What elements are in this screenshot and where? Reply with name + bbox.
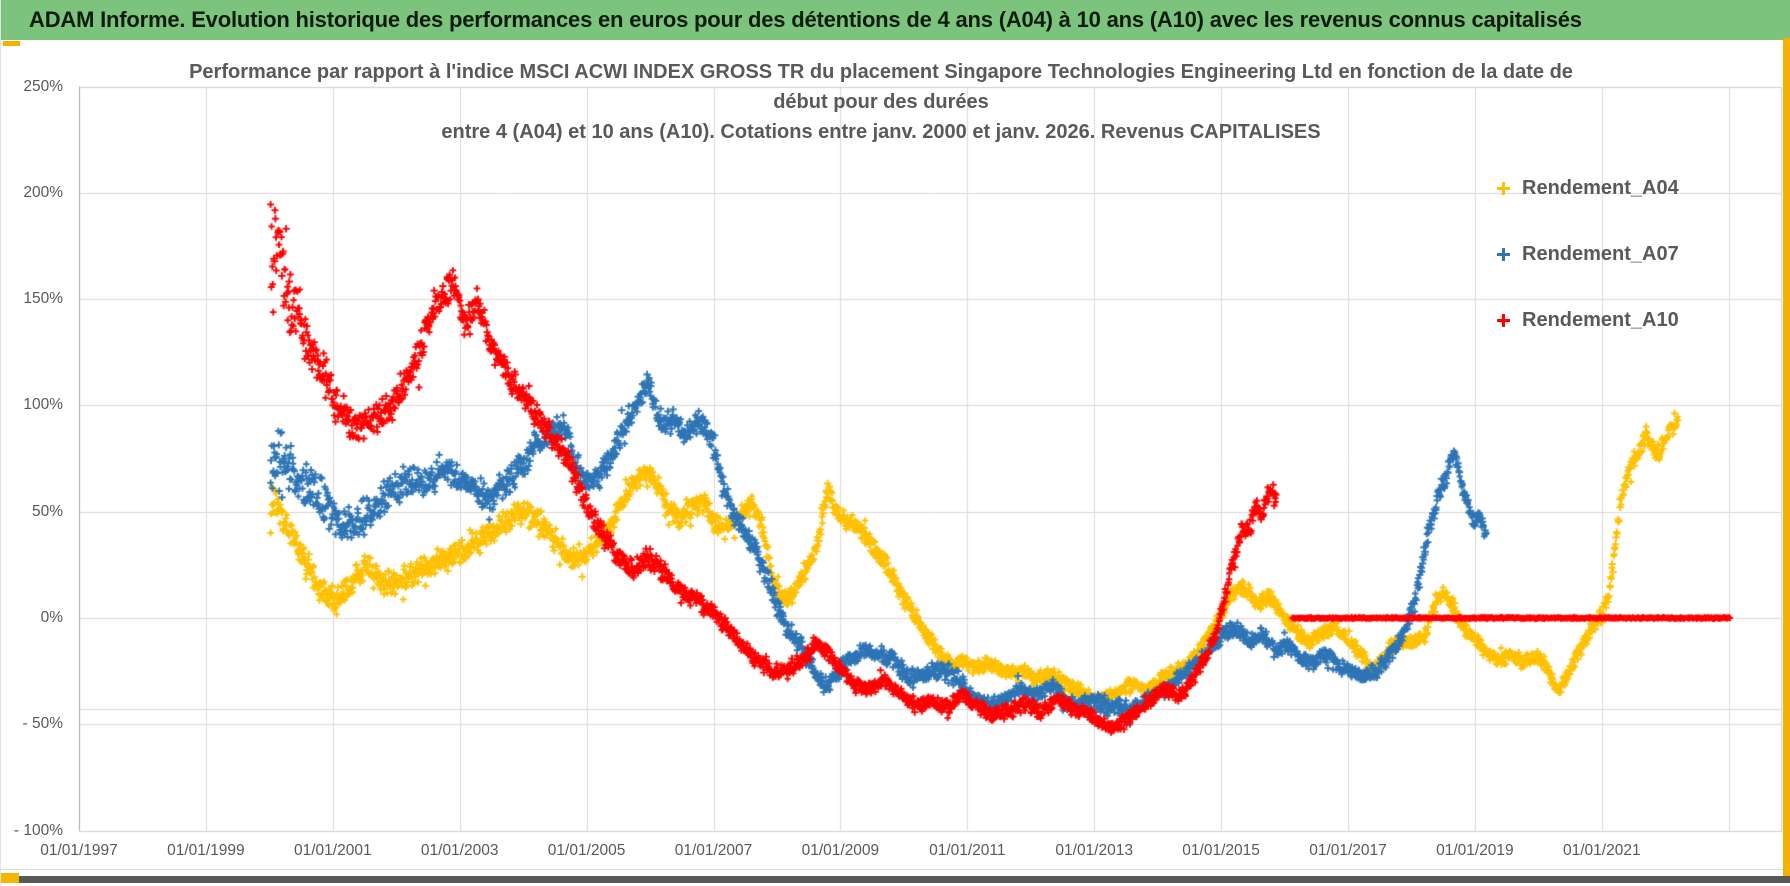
footer-gold-accent	[1, 873, 19, 883]
gold-right-border	[1783, 38, 1790, 883]
x-axis-label: 01/01/2015	[1182, 842, 1260, 859]
legend-item-rendement-a10: Rendement_A10	[1497, 308, 1679, 332]
x-axis-label: 01/01/2017	[1309, 842, 1387, 859]
x-axis-label: 01/01/2003	[420, 842, 499, 859]
legend-label: Rendement_A10	[1522, 308, 1679, 331]
chart-title-line-1: Performance par rapport à l'indice MSCI …	[189, 61, 1573, 83]
legend-item-rendement-a07: Rendement_A07	[1497, 242, 1679, 266]
y-axis-label: - 50%	[22, 715, 64, 733]
y-axis-label: 100%	[23, 396, 63, 414]
legend-label: Rendement_A04	[1522, 176, 1679, 199]
x-axis-label: 01/01/2005	[547, 842, 626, 859]
chart-title-line-3: entre 4 (A04) et 10 ans (A10). Cotations…	[441, 121, 1321, 143]
chart-title: Performance par rapport à l'indice MSCI …	[151, 57, 1611, 147]
x-axis-label: 01/01/2007	[674, 842, 753, 859]
x-axis-label: 01/01/2001	[294, 842, 372, 859]
y-axis-label: 50%	[31, 502, 63, 520]
y-axis-label: 200%	[23, 183, 63, 201]
x-axis-label: 01/01/1999	[167, 842, 245, 859]
x-axis-label: 01/01/2021	[1563, 842, 1641, 859]
x-axis-label: 01/01/1997	[40, 842, 118, 859]
x-axis-label: 01/01/2013	[1055, 842, 1133, 859]
y-axis-label: 150%	[23, 290, 63, 308]
footer-hairline	[1, 869, 1790, 870]
x-axis-label: 01/01/2009	[801, 842, 880, 859]
plus-marker-icon	[1497, 247, 1510, 261]
chart-title-line-2: début pour des durées	[773, 91, 989, 113]
footer-bar	[1, 876, 1790, 883]
plus-marker-icon	[1497, 313, 1510, 327]
plus-marker-icon	[1497, 181, 1510, 195]
x-axis-label: 01/01/2011	[929, 842, 1006, 859]
legend-item-rendement-a04: Rendement_A04	[1497, 176, 1679, 200]
y-axis-label: 250%	[23, 77, 63, 95]
legend-label: Rendement_A07	[1522, 242, 1679, 265]
x-axis-label: 01/01/2019	[1436, 842, 1514, 859]
y-axis-label: 0%	[40, 609, 63, 626]
chart-legend: Rendement_A04 Rendement_A07 Rendement_A1…	[1497, 176, 1679, 374]
y-axis-label: - 100%	[13, 821, 63, 839]
